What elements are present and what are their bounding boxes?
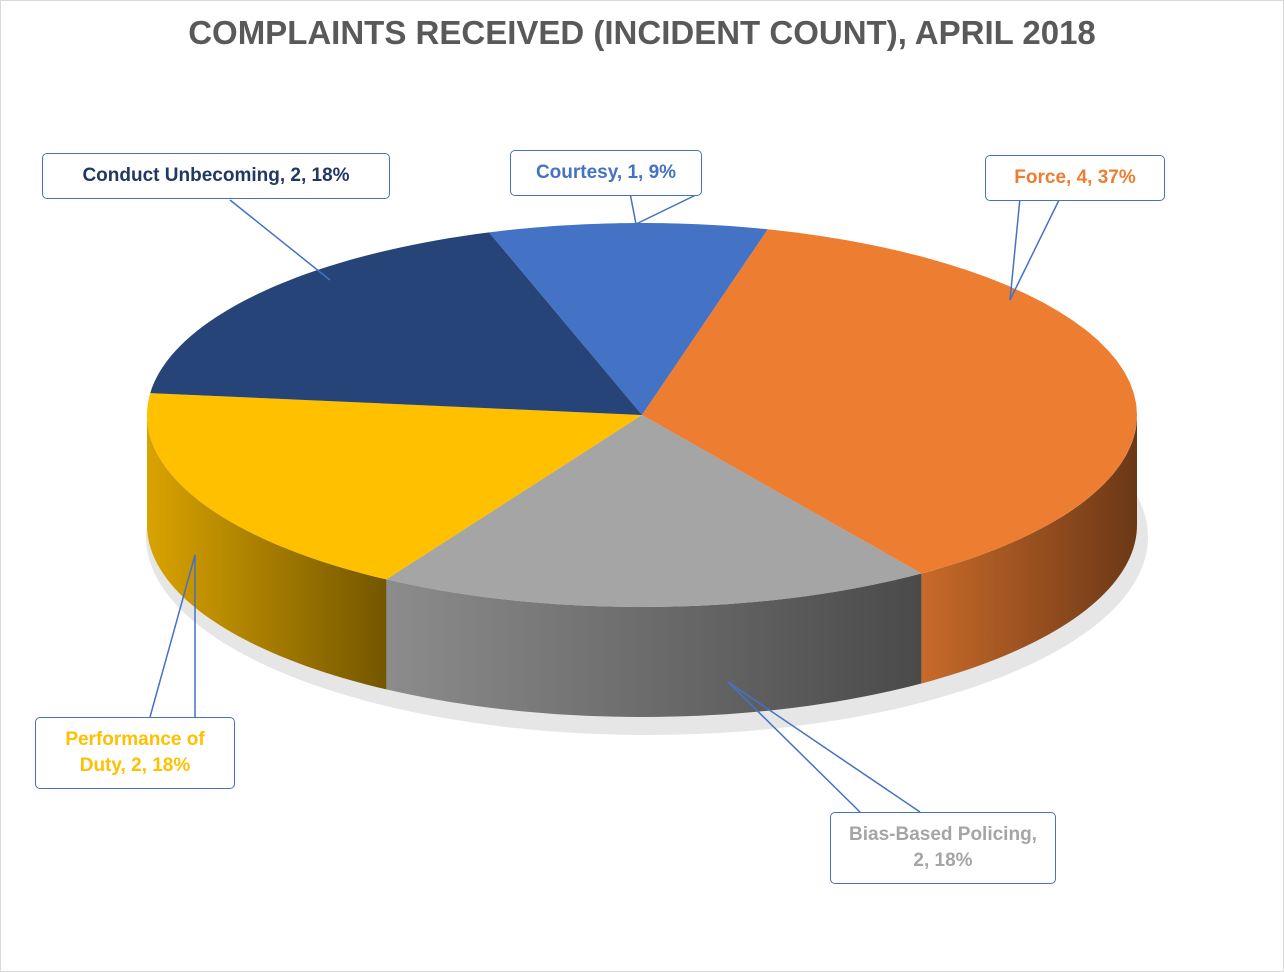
data-label: Courtesy, 1, 9%	[510, 150, 702, 196]
pie-side	[386, 573, 922, 717]
leader-line	[727, 681, 921, 813]
leader-line	[629, 192, 701, 226]
leader-line	[1009, 197, 1061, 301]
data-label: Conduct Unbecoming, 2, 18%	[42, 153, 390, 199]
data-label: Force, 4, 37%	[985, 155, 1165, 201]
pie-side	[921, 415, 1137, 684]
pie-slice	[147, 393, 642, 580]
leader-line	[149, 554, 196, 718]
pie-slice	[150, 232, 642, 415]
chart-title: COMPLAINTS RECEIVED (INCIDENT COUNT), AP…	[188, 14, 1096, 51]
pie-slice	[642, 229, 1137, 574]
data-label: Bias-Based Policing, 2, 18%	[830, 812, 1056, 884]
data-label: Performance of Duty, 2, 18%	[35, 717, 235, 789]
pie-side	[147, 415, 387, 690]
pie-slice	[386, 415, 922, 607]
leader-line	[229, 199, 331, 281]
pie-slice	[489, 223, 768, 415]
leader-lines	[149, 192, 1061, 813]
